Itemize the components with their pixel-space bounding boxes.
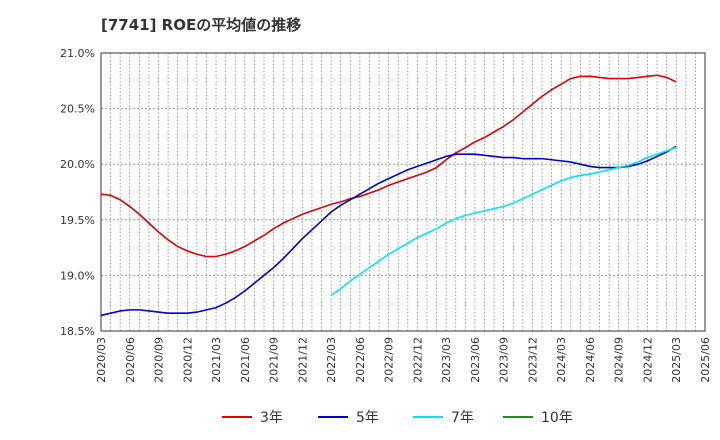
x-tick-label: 2022/12 — [411, 337, 424, 383]
legend-item-5yr[interactable]: 5年 — [318, 407, 379, 427]
x-tick-label: 2025/03 — [670, 337, 683, 383]
x-tick-label: 2022/09 — [383, 337, 396, 383]
x-tick-label: 2024/12 — [641, 337, 654, 383]
plot-area — [100, 52, 706, 332]
x-axis-ticks: 2020/03 2020/06 2020/09 2020/12 2021/03 2021/… — [95, 337, 712, 383]
legend-swatch-5yr — [318, 416, 348, 418]
legend-label-3yr: 3年 — [260, 410, 283, 426]
y-tick-label: 19.0% — [60, 269, 95, 282]
legend-label-5yr: 5年 — [356, 410, 379, 426]
x-tick-label: 2025/06 — [699, 337, 712, 383]
x-tick-label: 2021/09 — [268, 337, 281, 383]
x-tick-label: 2022/03 — [325, 337, 338, 383]
x-tick-label: 2021/03 — [210, 337, 223, 383]
legend-swatch-7yr — [413, 416, 443, 418]
x-tick-label: 2020/12 — [181, 337, 194, 383]
legend-item-10yr[interactable]: 10年 — [503, 407, 573, 427]
x-tick-label: 2020/03 — [95, 337, 108, 383]
x-tick-label: 2020/06 — [124, 337, 137, 383]
x-tick-label: 2023/03 — [440, 337, 453, 383]
x-tick-label: 2021/12 — [296, 337, 309, 383]
x-tick-label: 2023/06 — [469, 337, 482, 383]
x-tick-label: 2023/09 — [498, 337, 511, 383]
x-tick-label: 2020/09 — [153, 337, 166, 383]
x-tick-label: 2022/06 — [354, 337, 367, 383]
grid-layer — [101, 53, 705, 331]
series-layer — [100, 74, 677, 317]
x-tick-label: 2024/09 — [613, 337, 626, 383]
series-line-7年 — [330, 146, 677, 297]
x-tick-label: 2023/12 — [526, 337, 539, 383]
x-tick-label: 2024/06 — [584, 337, 597, 383]
y-tick-label: 21.0% — [60, 47, 95, 60]
series-line-3年 — [100, 74, 677, 258]
y-tick-label: 20.5% — [60, 103, 95, 116]
series-line-5年 — [100, 145, 677, 317]
legend-label-7yr: 7年 — [451, 410, 474, 426]
legend-label-10yr: 10年 — [541, 410, 573, 426]
legend-swatch-10yr — [503, 416, 533, 418]
legend-item-3yr[interactable]: 3年 — [222, 407, 283, 427]
x-tick-label: 2021/06 — [239, 337, 252, 383]
legend-swatch-3yr — [222, 416, 252, 418]
x-tick-label: 2024/03 — [555, 337, 568, 383]
y-tick-label: 18.5% — [60, 325, 95, 338]
y-axis-ticks: 18.5% 19.0% 19.5% 20.0% 20.5% 21.0% — [60, 47, 95, 338]
chart-title: [7741] ROEの平均値の推移 — [101, 16, 302, 34]
y-tick-label: 20.0% — [60, 158, 95, 171]
y-tick-label: 19.5% — [60, 214, 95, 227]
legend-item-7yr[interactable]: 7年 — [413, 407, 474, 427]
